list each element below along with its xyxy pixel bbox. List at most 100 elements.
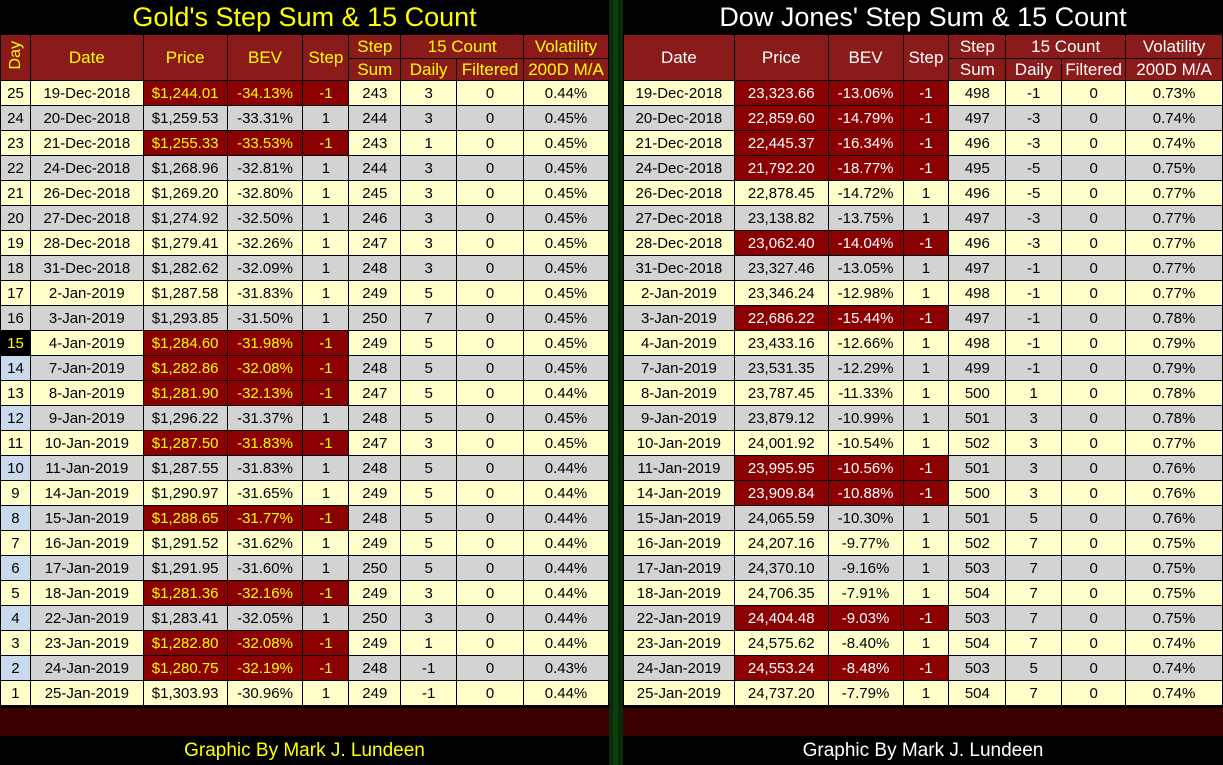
table-row: 28-Dec-2018 23,062.40 -14.04% -1 496 -3 0 0.77% [623, 230, 1223, 256]
gold-cell-filtered: 0 [456, 505, 525, 531]
dow-cell-filtered: 0 [1061, 480, 1127, 506]
dow-cell-sum: 500 [948, 380, 1007, 406]
dow-cell-daily: -3 [1005, 130, 1063, 156]
dow-cell-price: 23,787.45 [733, 380, 829, 406]
dow-cell-filtered: 0 [1061, 330, 1127, 356]
dow-cell-daily: 3 [1005, 480, 1063, 506]
gold-header-15-count: 15 Count [400, 34, 525, 59]
dow-cell-vol: 0.76% [1125, 480, 1223, 506]
dow-cell-date: 9-Jan-2019 [623, 405, 735, 431]
gold-cell-daily: 3 [400, 80, 458, 106]
dow-header-volatility-bottom: 200D M/A [1125, 58, 1223, 81]
dow-cell-date: 8-Jan-2019 [623, 380, 735, 406]
table-row: 8 15-Jan-2019 $1,288.65 -31.77% -1 248 5 0 0.44% [0, 505, 609, 531]
table-row: 23-Jan-2019 24,575.62 -8.40% 1 504 7 0 0.74% [623, 630, 1223, 656]
gold-cell-vol: 0.45% [523, 155, 609, 181]
gold-cell-filtered: 0 [456, 330, 525, 356]
gold-cell-price: $1,282.62 [142, 255, 228, 281]
gold-footer: Graphic By Mark J. Lundeen [184, 740, 425, 761]
gold-cell-step: 1 [302, 305, 350, 331]
dow-header-step: Step [902, 34, 950, 81]
gold-cell-daily: 5 [400, 330, 458, 356]
table-row: 12 9-Jan-2019 $1,296.22 -31.37% 1 248 5 0 0.45% [0, 405, 609, 431]
dow-cell-step: -1 [902, 305, 950, 331]
dow-cell-bev: -16.34% [827, 130, 904, 156]
table-row: 14 7-Jan-2019 $1,282.86 -32.08% -1 248 5 0 0.45% [0, 355, 609, 381]
dow-cell-daily: -1 [1005, 255, 1063, 281]
gold-cell-date: 27-Dec-2018 [29, 205, 144, 231]
dow-cell-step: -1 [902, 605, 950, 631]
gold-cell-bev: -32.26% [226, 230, 304, 256]
table-row: 10 11-Jan-2019 $1,287.55 -31.83% 1 248 5 0 0.44% [0, 455, 609, 481]
gold-cell-vol: 0.45% [523, 430, 609, 456]
dow-cell-daily: -3 [1005, 105, 1063, 131]
gold-cell-vol: 0.44% [523, 380, 609, 406]
gold-cell-day: 10 [0, 455, 31, 481]
dow-cell-bev: -8.48% [827, 655, 904, 681]
dow-cell-date: 21-Dec-2018 [623, 130, 735, 156]
gold-cell-step: 1 [302, 530, 350, 556]
gold-cell-filtered: 0 [456, 580, 525, 606]
gold-cell-step: 1 [302, 455, 350, 481]
gold-cell-date: 22-Jan-2019 [29, 605, 144, 631]
gold-header-price: Price [142, 34, 228, 81]
dow-cell-bev: -10.99% [827, 405, 904, 431]
gold-cell-sum: 248 [348, 405, 402, 431]
gold-cell-daily: 3 [400, 580, 458, 606]
gold-cell-sum: 243 [348, 130, 402, 156]
gold-cell-vol: 0.44% [523, 530, 609, 556]
table-row: 9 14-Jan-2019 $1,290.97 -31.65% 1 249 5 0 0.44% [0, 480, 609, 506]
gold-cell-bev: -31.83% [226, 280, 304, 306]
gold-cell-date: 10-Jan-2019 [29, 430, 144, 456]
dow-cell-vol: 0.74% [1125, 130, 1223, 156]
dow-cell-step: 1 [902, 355, 950, 381]
gold-cell-vol: 0.45% [523, 105, 609, 131]
gold-cell-day: 3 [0, 630, 31, 656]
dow-header-bev: BEV [827, 34, 904, 81]
gold-cell-date: 24-Dec-2018 [29, 155, 144, 181]
gold-cell-bev: -33.53% [226, 130, 304, 156]
dow-cell-price: 23,433.16 [733, 330, 829, 356]
gold-cell-price: $1,282.86 [142, 355, 228, 381]
dow-cell-date: 19-Dec-2018 [623, 80, 735, 106]
gold-cell-sum: 247 [348, 380, 402, 406]
gold-footer-bar [0, 708, 609, 736]
dow-header-15-count: 15 Count [1005, 34, 1127, 59]
dow-cell-filtered: 0 [1061, 255, 1127, 281]
dow-cell-filtered: 0 [1061, 605, 1127, 631]
dow-cell-bev: -7.79% [827, 680, 904, 706]
gold-cell-date: 28-Dec-2018 [29, 230, 144, 256]
gold-cell-day: 18 [0, 255, 31, 281]
dow-cell-price: 24,575.62 [733, 630, 829, 656]
dow-cell-bev: -11.33% [827, 380, 904, 406]
table-row: 18-Jan-2019 24,706.35 -7.91% 1 504 7 0 0.75% [623, 580, 1223, 606]
dow-cell-bev: -12.98% [827, 280, 904, 306]
dow-cell-sum: 504 [948, 680, 1007, 706]
dow-header-date: Date [623, 34, 735, 81]
gold-cell-bev: -32.16% [226, 580, 304, 606]
gold-cell-filtered: 0 [456, 105, 525, 131]
gold-cell-date: 20-Dec-2018 [29, 105, 144, 131]
table-row: 14-Jan-2019 23,909.84 -10.88% -1 500 3 0 0.76% [623, 480, 1223, 506]
gold-cell-step: 1 [302, 680, 350, 706]
gold-cell-day: 19 [0, 230, 31, 256]
dow-cell-price: 24,370.10 [733, 555, 829, 581]
dow-header-filtered: Filtered [1061, 58, 1127, 81]
gold-cell-filtered: 0 [456, 280, 525, 306]
gold-cell-day: 14 [0, 355, 31, 381]
gold-cell-daily: 1 [400, 630, 458, 656]
dow-cell-vol: 0.78% [1125, 405, 1223, 431]
dow-cell-vol: 0.74% [1125, 105, 1223, 131]
dow-cell-sum: 499 [948, 355, 1007, 381]
gold-cell-day: 17 [0, 280, 31, 306]
gold-cell-step: -1 [302, 80, 350, 106]
gold-cell-sum: 244 [348, 105, 402, 131]
gold-cell-day: 12 [0, 405, 31, 431]
dow-cell-sum: 498 [948, 280, 1007, 306]
table-row: 5 18-Jan-2019 $1,281.36 -32.16% -1 249 3 0 0.44% [0, 580, 609, 606]
gold-cell-price: $1,268.96 [142, 155, 228, 181]
gold-cell-date: 24-Jan-2019 [29, 655, 144, 681]
gold-cell-sum: 249 [348, 680, 402, 706]
gold-cell-day: 23 [0, 130, 31, 156]
gold-cell-vol: 0.44% [523, 455, 609, 481]
